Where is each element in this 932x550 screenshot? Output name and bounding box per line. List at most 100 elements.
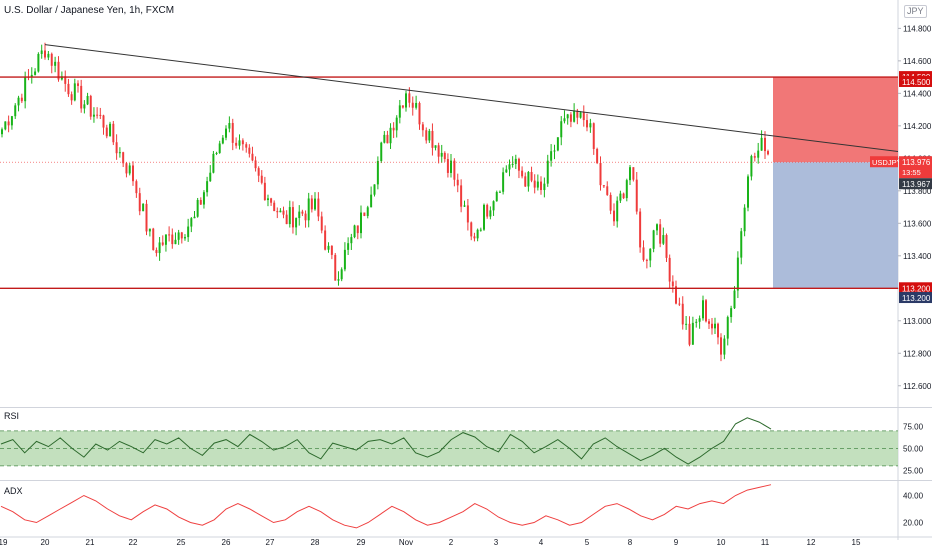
candle-body [622, 193, 625, 199]
time-tick-label: Nov [399, 538, 413, 547]
level-price-tag-text: 113.200 [902, 294, 931, 303]
candle-body [138, 193, 141, 212]
candle-body [446, 159, 449, 173]
candle-body [295, 218, 298, 228]
time-tick-label: 19 [0, 538, 8, 547]
candle-body [730, 308, 733, 318]
candle-body [434, 145, 437, 148]
candle-body [225, 128, 227, 138]
candle-body [498, 191, 501, 193]
candle-body [304, 213, 307, 221]
candle-body [665, 235, 668, 258]
rsi-tick-label: 25.00 [903, 466, 924, 475]
candle-body [702, 300, 704, 319]
candle-body [613, 210, 615, 222]
candle-body [10, 116, 13, 126]
candle-body [553, 150, 556, 152]
candle-body [714, 323, 716, 329]
candle-body [132, 165, 134, 182]
level-price-tag [899, 75, 932, 87]
candle-body [334, 254, 337, 281]
candle-body [291, 207, 294, 228]
candle-body [592, 123, 595, 149]
candle-body [502, 172, 505, 192]
candle-body [228, 123, 231, 129]
candle-body [373, 184, 376, 195]
candle-body [411, 102, 414, 108]
candle-body [86, 95, 89, 105]
secondary-price-tag [899, 178, 932, 190]
candle-body [456, 179, 459, 186]
candle-body [54, 61, 57, 66]
candle-body [675, 286, 677, 304]
candle-body [64, 76, 67, 84]
candle-body [343, 249, 346, 270]
candle-body [602, 185, 605, 187]
candle-body [408, 93, 411, 103]
candle-body [460, 185, 463, 207]
candle-body [733, 290, 736, 309]
candle-body [17, 97, 20, 106]
time-tick-label: 20 [41, 538, 50, 547]
candle-body [155, 249, 158, 254]
candle-body [109, 123, 112, 137]
candle-body [370, 194, 373, 208]
level-price-tag-text: 114.500 [902, 78, 931, 87]
candle-body [164, 234, 167, 245]
candle-body [350, 237, 353, 244]
candle-body [609, 194, 612, 211]
candle-body [546, 160, 549, 184]
candle-body [92, 114, 95, 117]
candle-body [389, 127, 392, 144]
candle-body [527, 171, 530, 187]
candle-body [428, 130, 431, 141]
candle-body [218, 143, 221, 153]
price-tick-label: 113.000 [903, 317, 932, 326]
candle-body [380, 142, 383, 162]
candle-body [241, 140, 244, 145]
candle-body [649, 248, 652, 261]
candle-body [112, 123, 115, 143]
candle-body [476, 229, 479, 239]
candle-body [257, 168, 260, 176]
time-tick-label: 11 [761, 538, 770, 547]
candle-body [248, 147, 251, 154]
candle-body [196, 199, 199, 217]
candle-body [514, 158, 517, 164]
time-tick-label: 27 [266, 538, 275, 547]
candle-body [314, 198, 316, 210]
candle-body [495, 192, 498, 202]
candle-body [80, 85, 83, 109]
candle-body [190, 218, 193, 227]
candle-body [96, 114, 99, 116]
candle-body [288, 207, 291, 225]
candle-body [723, 338, 726, 355]
candle-body [24, 76, 27, 102]
candle-body [671, 281, 674, 287]
candle-body [764, 137, 766, 152]
candle-body [279, 210, 282, 213]
candle-body [376, 161, 379, 185]
candle-body [266, 198, 269, 201]
time-tick-label: 21 [86, 538, 95, 547]
candle-body [543, 183, 546, 191]
price-tick-label: 113.600 [903, 219, 932, 228]
candle-body [392, 127, 395, 131]
candle-body [483, 204, 485, 230]
candle-body [260, 175, 263, 183]
candle-body [492, 201, 495, 211]
candle-body [616, 200, 619, 222]
time-tick-label: 26 [222, 538, 231, 547]
candle-body [606, 186, 609, 195]
candle-body [161, 242, 164, 245]
candle-body [14, 105, 17, 117]
candle-body [193, 216, 196, 219]
currency-badge[interactable]: JPY [904, 5, 927, 18]
candle-body [418, 102, 421, 125]
candle-body [521, 170, 524, 177]
candle-body [180, 232, 183, 239]
candle-body [298, 211, 301, 219]
candle-body [245, 144, 248, 148]
candle-body [635, 179, 638, 212]
